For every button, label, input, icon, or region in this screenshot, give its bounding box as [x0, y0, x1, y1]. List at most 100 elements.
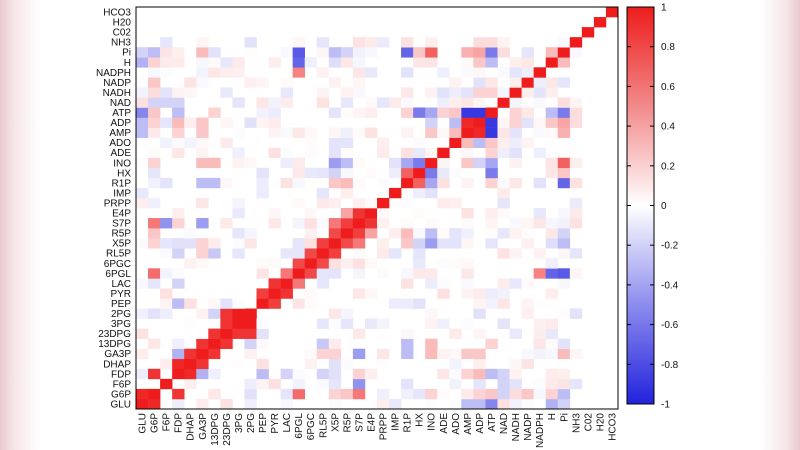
heatmap-cell-GA3P-X5P: [328, 348, 342, 360]
heatmap-cell-23DPG-PEP: [256, 328, 269, 339]
heatmap-cell-GLU-23DPG: [220, 398, 233, 410]
heatmap-cell-E4P-AMP: [461, 208, 474, 219]
x-tick-label-3PG: 3PG: [234, 413, 245, 433]
heatmap-cell-PRPP-X5P: [328, 197, 342, 209]
heatmap-cell-NAD-R5P: [340, 97, 354, 108]
heatmap-cell-HX-H: [545, 167, 559, 179]
heatmap-cell-R5P-IMP: [389, 228, 402, 239]
heatmap-cell-FDP-X5P: [328, 368, 342, 380]
heatmap-cell-23DPG-3PG: [232, 328, 245, 339]
heatmap-cell-Pi-H: [545, 47, 559, 58]
heatmap-cell-R5P-X5P: [328, 228, 342, 239]
heatmap-cell-Pi-GA3P: [196, 47, 209, 58]
heatmap-cell-2PG-G6P: [148, 308, 161, 319]
heatmap-cell-Pi-X5P: [328, 47, 342, 58]
heatmap-cell-NADPH-23DPG: [220, 67, 233, 78]
heatmap-cell-HX-RL5P: [316, 167, 330, 179]
heatmap-cell-6PGC-E4P: [364, 258, 378, 269]
heatmap-cell-HX-INO: [425, 167, 438, 179]
heatmap-cell-S7P-Pi: [557, 218, 571, 229]
heatmap-cell-ATP-R1P: [401, 107, 414, 118]
heatmap-cell-R5P-3PG: [232, 228, 245, 239]
heatmap-cell-NADPH-NAD: [497, 67, 510, 78]
heatmap-cell-PRPP-RL5P: [316, 197, 330, 209]
heatmap-cell-ADP-ADP: [473, 117, 486, 128]
heatmap-cell-NADH-ADE: [437, 87, 450, 98]
heatmap-cell-NADH-NADP: [521, 87, 534, 98]
heatmap-cell-6PGC-AMP: [461, 258, 474, 269]
heatmap-cell-NADP-GLU: [136, 77, 149, 88]
heatmap-cell-R1P-F6P: [160, 177, 173, 189]
heatmap-cell-6PGL-INO: [425, 268, 438, 279]
heatmap-cell-GLU-NADH: [509, 398, 522, 410]
heatmap-cell-ATP-13DPG: [208, 107, 221, 118]
heatmap-cell-2PG-X5P: [328, 308, 342, 319]
heatmap-cell-23DPG-H: [545, 328, 559, 339]
heatmap-cell-F6P-2PG: [244, 378, 257, 390]
heatmap-cell-6PGL-PRPP: [377, 268, 390, 279]
heatmap-cell-NADP-2PG: [244, 77, 257, 88]
heatmap-cell-S7P-RL5P: [316, 218, 330, 229]
plot-frame: [135, 6, 619, 410]
heatmap-cell-ADE-R5P: [340, 147, 354, 159]
y-tick-label-H20: H20: [113, 18, 132, 29]
heatmap-cell-ADP-NAD: [497, 117, 510, 128]
x-tick-label-GLU: GLU: [138, 413, 149, 434]
y-tick-label-ADO: ADO: [109, 138, 131, 149]
heatmap-cell-NH3-RL5P: [316, 37, 330, 48]
heatmap-cell-IMP-RL5P: [316, 187, 330, 199]
heatmap-cell-E4P-PRPP: [377, 208, 390, 219]
heatmap-cell-GA3P-DHAP: [184, 348, 197, 360]
heatmap-cell-DHAP-DHAP: [184, 358, 197, 370]
x-tick-label-Pi: Pi: [559, 413, 570, 422]
heatmap-cell-S7P-NADPH: [533, 218, 546, 229]
colorbar-tick-label: -1: [661, 400, 670, 411]
heatmap-cell-ADO-F6P: [160, 137, 173, 148]
heatmap-cell-ADE-LAC: [280, 147, 293, 159]
heatmap-cell-AMP-6PGC: [304, 127, 318, 138]
heatmap-cell-FDP-LAC: [280, 368, 293, 380]
heatmap-cell-S7P-NH3: [569, 218, 583, 229]
heatmap-cell-ATP-H: [545, 107, 559, 118]
heatmap-cell-X5P-6PGC: [304, 238, 318, 249]
heatmap-cell-R5P-6PGC: [304, 228, 318, 239]
heatmap-cell-R1P-23DPG: [220, 177, 233, 189]
heatmap-cell-NADPH-F6P: [160, 67, 173, 78]
heatmap-cell-2PG-ADP: [473, 308, 486, 319]
heatmap-cell-ADE-HX: [413, 147, 426, 159]
heatmap-cell-H-HX: [413, 57, 426, 68]
heatmap-cell-PYR-ADE: [437, 288, 450, 299]
heatmap-cell-S7P-FDP: [172, 218, 185, 229]
heatmap-cell-R5P-H: [545, 228, 559, 239]
heatmap-cell-IMP-HX: [413, 187, 426, 199]
heatmap-cell-DHAP-ADO: [449, 358, 462, 370]
heatmap-cell-X5P-R5P: [340, 238, 354, 249]
heatmap-cell-PYR-NAD: [497, 288, 510, 299]
heatmap-cell-RL5P-3PG: [232, 248, 245, 259]
heatmap-cell-E4P-HX: [413, 208, 426, 219]
heatmap-cell-ADO-ADP: [473, 137, 486, 148]
heatmap-cell-PEP-NADPH: [533, 298, 546, 309]
heatmap-cell-INO-13DPG: [208, 157, 221, 169]
heatmap-cell-AMP-R5P: [340, 127, 354, 138]
x-tick-label-PRPP: PRPP: [379, 413, 390, 441]
heatmap-cell-FDP-S7P: [352, 368, 366, 380]
heatmap-cell-6PGC-6PGC: [304, 258, 318, 269]
heatmap-cell-ATP-E4P: [364, 107, 378, 118]
heatmap-cell-3PG-NAD: [497, 318, 510, 329]
heatmap-cell-NADH-ATP: [485, 87, 498, 98]
heatmap-cell-GA3P-23DPG: [220, 348, 233, 360]
heatmap-cell-NH3-GA3P: [196, 37, 209, 48]
y-tick-label-NH3: NH3: [111, 38, 131, 49]
heatmap-cell-6PGC-6PGL: [292, 258, 305, 269]
heatmap-cell-NADP-Pi: [557, 77, 571, 88]
heatmap-cell-NAD-LAC: [280, 97, 293, 108]
heatmap-cell-ATP-ATP: [485, 107, 498, 118]
heatmap-cell-INO-HX: [413, 157, 426, 169]
heatmap-cell-DHAP-PRPP: [377, 358, 390, 370]
heatmap-cell-AMP-GLU: [136, 127, 149, 138]
heatmap-cell-PYR-R1P: [401, 288, 414, 299]
x-tick-label-S7P: S7P: [354, 413, 365, 432]
y-tick-label-PYR: PYR: [110, 289, 131, 300]
x-tick-label-IMP: IMP: [391, 413, 402, 431]
